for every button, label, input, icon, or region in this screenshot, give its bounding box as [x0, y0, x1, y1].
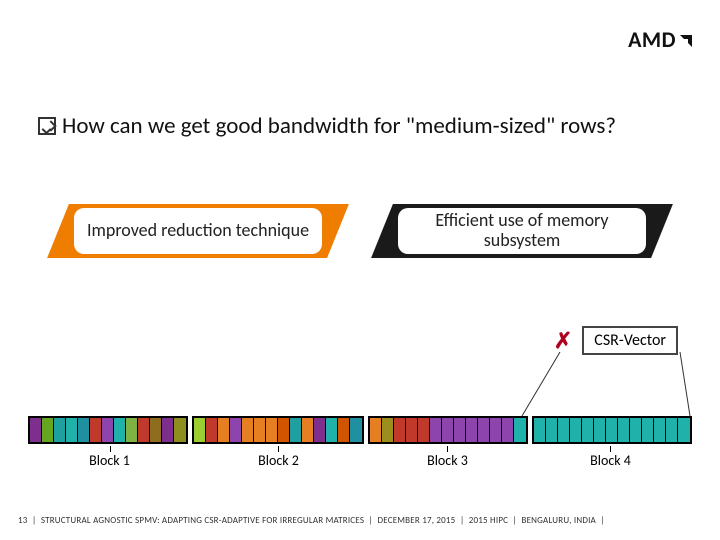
block-cell [230, 418, 242, 442]
blocks-strip [28, 416, 692, 444]
block-label-2: Block 2 [191, 452, 366, 469]
block-cell [90, 418, 102, 442]
block-cell [302, 418, 314, 442]
pills-row: Improved reduction technique Efficient u… [58, 204, 662, 258]
block-cell [314, 418, 326, 442]
block-cell [466, 418, 478, 442]
block-cell [630, 418, 642, 442]
block-cell [218, 418, 230, 442]
pill-improved-reduction: Improved reduction technique [58, 204, 338, 258]
question-content: How can we get good bandwidth for "mediu… [62, 112, 616, 140]
block-cell [418, 418, 430, 442]
pill-efficient-memory: Efficient use of memory subsystem [382, 204, 662, 258]
pill-label-1: Efficient use of memory subsystem [410, 211, 634, 251]
pill-front-1: Efficient use of memory subsystem [398, 208, 646, 254]
block-cell [654, 418, 666, 442]
footer-sep: | [366, 515, 377, 526]
block-cell [126, 418, 138, 442]
block-cell [502, 418, 514, 442]
bullet-chart-icon [38, 117, 56, 135]
logo-arrow-icon [678, 28, 696, 55]
block-cell [546, 418, 558, 442]
block-cell [42, 418, 54, 442]
footer-title: STRUCTURAL AGNOSTIC SPMV: ADAPTING CSR-A… [41, 515, 364, 526]
block-cell [514, 418, 526, 442]
block-cell [430, 418, 442, 442]
block-cell [406, 418, 418, 442]
slide: AMD How can we get good bandwidth for "m… [0, 0, 720, 540]
block-cell [278, 418, 290, 442]
block-cell [606, 418, 618, 442]
footer-sep: | [510, 515, 521, 526]
footer-location: BENGALURU, INDIA [521, 515, 595, 526]
block-2 [192, 416, 364, 444]
block-label-1: Block 1 [28, 452, 191, 469]
block-cell [394, 418, 406, 442]
footer-date: DECEMBER 17, 2015 [377, 515, 455, 526]
block-cell [642, 418, 654, 442]
block-cell [678, 418, 690, 442]
amd-logo: AMD [628, 26, 696, 55]
block-cell [206, 418, 218, 442]
block-cell [558, 418, 570, 442]
block-cell [54, 418, 66, 442]
block-cell [102, 418, 114, 442]
block-cell [454, 418, 466, 442]
block-cell [138, 418, 150, 442]
block-cell [442, 418, 454, 442]
connector-lines [0, 352, 720, 418]
block-cell [162, 418, 174, 442]
block-3 [368, 416, 528, 444]
block-cell [66, 418, 78, 442]
block-cell [174, 418, 186, 442]
footer-sep: | [598, 515, 605, 526]
footer-sep: | [30, 515, 41, 526]
block-cell [290, 418, 302, 442]
slide-footer: 13 | STRUCTURAL AGNOSTIC SPMV: ADAPTING … [18, 515, 702, 526]
block-cell [582, 418, 594, 442]
pill-front-0: Improved reduction technique [74, 208, 322, 254]
block-1 [28, 416, 188, 444]
block-label-3: Block 3 [366, 452, 529, 469]
block-cell [242, 418, 254, 442]
block-4 [532, 416, 692, 444]
logo-text: AMD [628, 26, 676, 53]
page-number: 13 [18, 515, 28, 526]
block-cell [666, 418, 678, 442]
block-cell [30, 418, 42, 442]
pill-label-0: Improved reduction technique [87, 221, 309, 241]
block-cell [490, 418, 502, 442]
block-labels: Block 1Block 2Block 3Block 4 [28, 452, 692, 469]
block-cell [382, 418, 394, 442]
block-cell [534, 418, 546, 442]
block-cell [114, 418, 126, 442]
block-cell [266, 418, 278, 442]
block-label-4: Block 4 [529, 452, 692, 469]
block-cell [618, 418, 630, 442]
block-cell [594, 418, 606, 442]
block-cell [254, 418, 266, 442]
question-text: How can we get good bandwidth for "mediu… [38, 112, 682, 141]
csr-box: CSR-Vector [582, 326, 678, 355]
block-cell [570, 418, 582, 442]
block-cell [370, 418, 382, 442]
csr-vector-label: ✗ CSR-Vector [554, 326, 678, 355]
block-cell [78, 418, 90, 442]
block-cell [150, 418, 162, 442]
cross-icon: ✗ [554, 327, 572, 354]
footer-venue: 2015 HIPC [469, 515, 508, 526]
footer-sep: | [458, 515, 469, 526]
block-cell [338, 418, 350, 442]
block-cell [478, 418, 490, 442]
block-cell [194, 418, 206, 442]
block-cell [350, 418, 362, 442]
block-cell [326, 418, 338, 442]
